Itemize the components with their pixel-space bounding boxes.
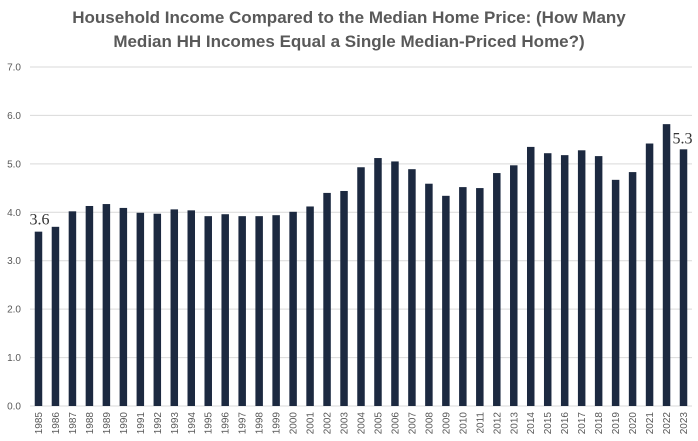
bar-2013 [510, 165, 518, 406]
x-tick-label: 2012 [492, 412, 503, 435]
bar-1995 [204, 216, 212, 406]
x-tick-label: 1989 [102, 412, 113, 435]
bar-2017 [577, 150, 586, 406]
x-tick-label: 2022 [662, 412, 673, 435]
x-tick-label: 2003 [340, 412, 351, 435]
x-tick-label: 2006 [390, 412, 401, 435]
x-tick-label: 1986 [51, 412, 62, 435]
bar-2009 [442, 195, 450, 406]
bar-2002 [323, 192, 331, 406]
bar-1990 [119, 207, 128, 406]
bar-2014 [526, 146, 535, 406]
y-tick-label: 3.0 [7, 256, 21, 267]
y-tick-label: 6.0 [7, 111, 21, 122]
x-tick-label: 2011 [475, 412, 486, 434]
x-tick-label: 2010 [458, 412, 469, 435]
x-tick-label: 2000 [289, 412, 300, 435]
x-tick-label: 2007 [407, 412, 418, 435]
x-tick-label: 1996 [221, 412, 232, 435]
bar-2018 [594, 156, 603, 406]
bar-1989 [102, 204, 111, 406]
bar-2016 [560, 155, 569, 406]
bar-2004 [357, 167, 365, 406]
x-tick-label: 1987 [68, 412, 79, 435]
chart-title-line-2: Median HH Incomes Equal a Single Median-… [113, 32, 585, 51]
x-tick-label: 2021 [645, 412, 656, 435]
data-label-1985: 3.6 [29, 212, 49, 229]
bar-2001 [306, 206, 314, 406]
bar-2012 [493, 173, 501, 406]
bar-2006 [391, 161, 399, 406]
bar-2022 [662, 124, 671, 406]
y-tick-label: 2.0 [7, 305, 21, 316]
bar-2020 [628, 172, 637, 406]
bar-1997 [238, 216, 246, 406]
x-tick-label: 1993 [170, 412, 181, 435]
bar-1991 [136, 212, 145, 406]
y-tick-label: 0.0 [7, 402, 21, 413]
x-tick-label: 1995 [204, 412, 215, 435]
x-tick-label: 2005 [373, 412, 384, 435]
x-tick-label: 2001 [306, 412, 317, 435]
bar-2005 [374, 158, 382, 406]
bar-1987 [68, 211, 77, 406]
bar-2021 [645, 143, 654, 406]
bars [34, 124, 688, 407]
x-tick-label: 2018 [594, 412, 605, 435]
bar-2010 [459, 187, 467, 406]
bar-1998 [255, 216, 263, 406]
x-tick-label: 2023 [679, 412, 690, 435]
x-tick-label: 1988 [85, 412, 96, 435]
bar-2023 [679, 149, 688, 407]
x-tick-label: 1999 [272, 412, 283, 435]
bar-1992 [153, 213, 162, 406]
x-tick-label: 2009 [441, 412, 452, 435]
bar-2000 [289, 211, 297, 406]
x-tick-label: 2015 [543, 412, 554, 435]
x-tick-label: 1998 [255, 412, 266, 435]
x-tick-label: 2016 [560, 412, 571, 435]
bar-1994 [187, 210, 196, 406]
bar-1999 [272, 215, 280, 406]
data-labels: 3.6 5.3 [29, 130, 692, 228]
x-tick-label: 1994 [187, 412, 198, 435]
bar-1986 [51, 226, 60, 406]
x-tick-label: 2020 [628, 412, 639, 435]
bar-2007 [408, 169, 416, 406]
chart-title-line-1: Household Income Compared to the Median … [72, 8, 626, 27]
bar-2008 [425, 183, 433, 406]
x-tick-label: 1992 [153, 412, 164, 435]
y-axis-ticks: 0.0 1.0 2.0 3.0 4.0 5.0 6.0 7.0 [7, 63, 21, 413]
bar-1988 [85, 205, 94, 406]
x-tick-label: 2014 [526, 412, 537, 435]
x-tick-label: 2008 [424, 412, 435, 435]
x-tick-label: 2013 [509, 412, 520, 435]
x-tick-label: 1997 [238, 412, 249, 435]
y-tick-label: 4.0 [7, 208, 21, 219]
bar-1993 [170, 209, 179, 406]
x-tick-label: 2002 [323, 412, 334, 435]
y-tick-label: 7.0 [7, 63, 21, 74]
x-tick-label: 2019 [611, 412, 622, 435]
x-tick-label: 1985 [34, 412, 45, 435]
chart-title: Household Income Compared to the Median … [0, 6, 698, 54]
x-axis-ticks: 1985 1986 1987 1988 1989 1990 1991 1992 1993 1994… [34, 412, 690, 435]
x-tick-label: 2004 [357, 412, 368, 435]
x-tick-label: 1990 [119, 412, 130, 435]
x-tick-label: 1991 [136, 412, 147, 435]
y-tick-label: 1.0 [7, 353, 21, 364]
bar-2019 [611, 179, 620, 406]
x-tick-label: 2017 [577, 412, 588, 435]
bar-2015 [543, 153, 552, 406]
bar-1985 [34, 231, 43, 406]
data-label-2023: 5.3 [673, 130, 693, 147]
bar-2011 [476, 188, 484, 406]
y-tick-label: 5.0 [7, 159, 21, 170]
bar-1996 [221, 214, 229, 406]
bar-2003 [340, 190, 348, 406]
